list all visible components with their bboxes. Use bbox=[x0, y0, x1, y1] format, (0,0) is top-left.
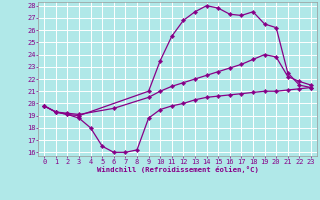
X-axis label: Windchill (Refroidissement éolien,°C): Windchill (Refroidissement éolien,°C) bbox=[97, 166, 259, 173]
